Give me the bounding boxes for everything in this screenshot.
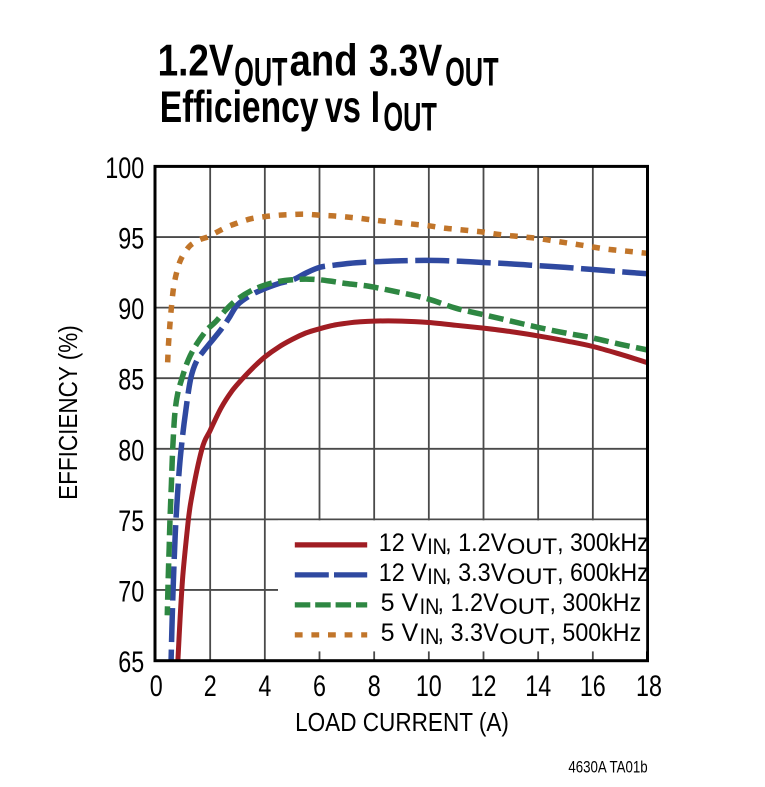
svg-text:12 V: 12 V	[379, 529, 428, 557]
svg-text:Efficiency: Efficiency	[160, 82, 319, 132]
svg-text:OUT: OUT	[499, 624, 549, 649]
svg-text:EFFICIENCY (%): EFFICIENCY (%)	[55, 325, 84, 500]
svg-text:, 1.2V: , 1.2V	[438, 589, 500, 617]
svg-text:IN: IN	[427, 535, 447, 559]
svg-text:4630A TA01b: 4630A TA01b	[568, 758, 647, 777]
svg-text:5 V: 5 V	[381, 589, 419, 617]
svg-text:OUT: OUT	[507, 534, 557, 559]
svg-text:2: 2	[204, 669, 217, 702]
svg-text:0: 0	[150, 669, 163, 702]
svg-text:10: 10	[416, 669, 442, 702]
svg-text:IN: IN	[427, 565, 447, 589]
svg-text:12: 12	[471, 669, 497, 702]
svg-text:12 V: 12 V	[379, 559, 428, 587]
svg-text:6: 6	[313, 669, 326, 702]
svg-text:5 V: 5 V	[381, 619, 419, 647]
svg-text:85: 85	[118, 363, 144, 396]
svg-text:95: 95	[118, 222, 144, 255]
svg-text:18: 18	[636, 669, 662, 702]
svg-text:and: and	[290, 35, 358, 85]
svg-text:3.3V: 3.3V	[369, 36, 442, 86]
svg-text:90: 90	[118, 292, 144, 325]
svg-text:, 1.2V: , 1.2V	[445, 529, 507, 557]
svg-text:8: 8	[368, 669, 381, 702]
svg-text:OUT: OUT	[383, 96, 437, 140]
svg-text:, 3.3V: , 3.3V	[445, 559, 507, 587]
svg-text:OUT: OUT	[234, 51, 288, 95]
svg-text:16: 16	[580, 669, 606, 702]
svg-text:1.2V: 1.2V	[158, 35, 234, 85]
svg-text:, 3.3V: , 3.3V	[438, 619, 500, 647]
svg-text:, 600kHz: , 600kHz	[557, 559, 649, 587]
svg-text:OUT: OUT	[499, 594, 549, 619]
svg-text:65: 65	[118, 645, 144, 678]
svg-text:OUT: OUT	[445, 51, 499, 95]
svg-text:4: 4	[258, 669, 271, 702]
svg-text:, 300kHz: , 300kHz	[557, 529, 649, 557]
svg-text:80: 80	[118, 434, 144, 467]
svg-text:, 300kHz: , 300kHz	[550, 589, 642, 617]
svg-text:70: 70	[118, 575, 144, 608]
svg-text:14: 14	[525, 669, 551, 702]
svg-text:OUT: OUT	[507, 564, 557, 589]
svg-text:vs: vs	[325, 83, 361, 132]
svg-text:, 500kHz: , 500kHz	[550, 619, 642, 647]
svg-text:IN: IN	[420, 625, 440, 649]
svg-text:I: I	[371, 82, 380, 132]
svg-text:LOAD CURRENT (A): LOAD CURRENT (A)	[295, 709, 509, 738]
svg-text:IN: IN	[420, 595, 440, 619]
svg-text:75: 75	[118, 504, 144, 537]
svg-text:100: 100	[105, 151, 144, 184]
